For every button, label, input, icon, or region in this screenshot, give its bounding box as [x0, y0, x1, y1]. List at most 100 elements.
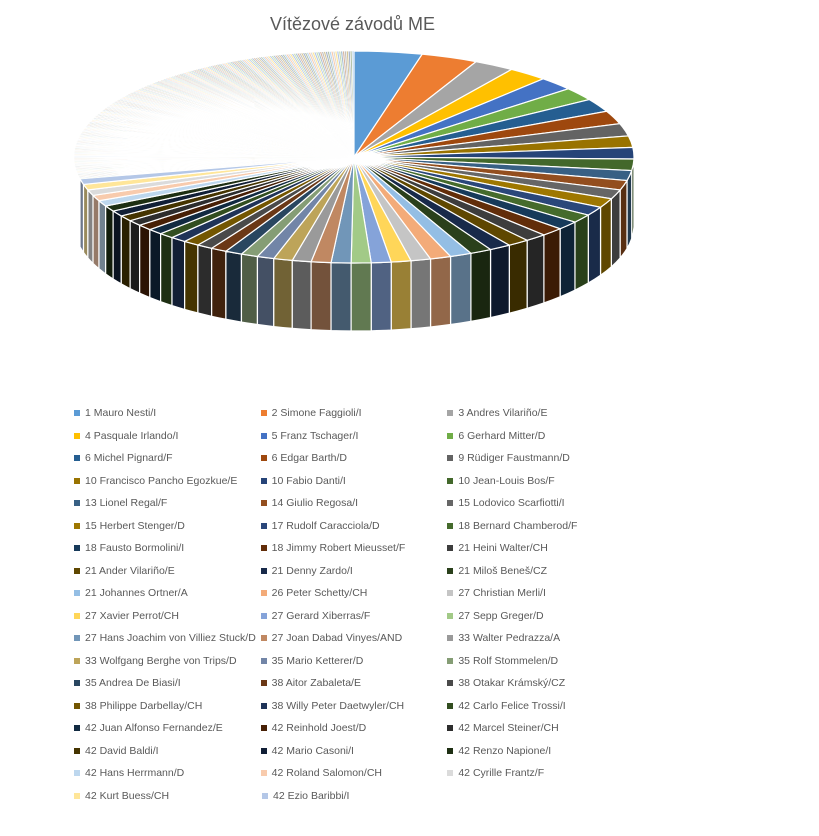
legend-label: 42 Renzo Napione/I: [458, 744, 552, 757]
legend-swatch: [260, 612, 267, 619]
legend-item: 5 Franz Tschager/I: [260, 430, 448, 442]
legend-label: 42 Kurt Buess/CH: [85, 789, 170, 802]
legend-row: 38 Philippe Darbellay/CH 38 Willy Peter D…: [74, 695, 634, 718]
pie-slice-side: [587, 206, 602, 285]
pie-slice-side: [139, 224, 151, 299]
pie-slice-side: [273, 257, 293, 330]
pie-slice-side: [184, 240, 199, 314]
pie-slice-side: [626, 170, 633, 251]
pie-slice-side: [526, 234, 545, 310]
legend-label: 42 Ezio Baribbi/I: [273, 789, 350, 802]
legend-swatch: [447, 477, 454, 484]
legend-swatch: [447, 590, 454, 597]
legend-label: 33 Walter Pedrazza/A: [458, 632, 561, 645]
legend-label: 35 Andrea De Biasi/I: [85, 677, 181, 690]
legend-swatch: [74, 522, 80, 529]
legend-row: 42 Hans Herrmann/D 42 Roland Salomon/CH 42…: [74, 762, 634, 785]
pie-slice-side: [129, 219, 141, 295]
legend-swatch: [447, 522, 454, 529]
pie-slice-side: [105, 204, 114, 281]
legend-swatch: [260, 657, 267, 664]
pie-slice-side: [149, 228, 162, 303]
legend-swatch: [447, 455, 454, 462]
pie-chart: [73, 50, 635, 332]
legend-item: 6 Edgar Barth/D: [260, 452, 448, 464]
legend-label: 42 David Baldi/I: [85, 744, 159, 757]
legend-swatch: [74, 657, 80, 664]
legend-swatch: [447, 770, 454, 777]
legend-row: 10 Francisco Pancho Egozkue/E 10 Fabio Da…: [74, 470, 634, 493]
pie-slice-side: [619, 178, 628, 260]
legend-item: 27 Joan Dabad Vinyes/AND: [260, 632, 448, 644]
legend-item: 42 Hans Herrmann/D: [74, 767, 261, 779]
legend-row: 18 Fausto Bormolini/I 18 Jimmy Robert Mie…: [74, 537, 634, 560]
legend-swatch: [260, 522, 267, 529]
legend-label: 21 Miloš Beneš/CZ: [458, 564, 548, 577]
pie-slice-side: [310, 261, 332, 332]
legend-label: 27 Hans Joachim von Villiez Stuck/D: [85, 632, 256, 645]
legend-item: 42 Mario Casoni/I: [260, 744, 448, 757]
legend-swatch: [74, 612, 80, 619]
legend-item: 6 Gerhard Mitter/D: [447, 430, 634, 442]
pie-slice-side: [160, 232, 173, 307]
pie-slice: [351, 50, 355, 158]
legend-swatch: [74, 500, 80, 507]
legend-row: 1 Mauro Nesti/I 2 Simone Faggioli/I 3 Andr…: [74, 402, 634, 425]
legend-item: 9 Rüdiger Faustmann/D: [447, 452, 634, 464]
legend-label: 42 Hans Herrmann/D: [85, 767, 185, 780]
legend-label: 21 Denny Zardo/I: [271, 564, 353, 577]
legend-label: 42 Mario Casoni/I: [271, 744, 354, 757]
legend-item: 33 Wolfgang Berghe von Trips/D: [74, 655, 261, 667]
legend-swatch: [260, 410, 267, 417]
legend-item: 35 Rolf Stommelen/D: [447, 655, 634, 667]
pie-slice-side: [449, 252, 472, 326]
chart-title: Vítězové závodů ME: [269, 14, 436, 34]
legend-label: 42 Reinhold Joest/D: [271, 722, 367, 735]
legend-row: 33 Wolfgang Berghe von Trips/D 35 Mario K…: [74, 650, 634, 673]
legend-swatch: [447, 432, 454, 439]
legend-label: 35 Mario Ketterer/D: [271, 654, 364, 667]
legend-label: 38 Aitor Zabaleta/E: [271, 677, 361, 690]
pie-slice-side: [120, 214, 131, 290]
pie-slice-side: [82, 182, 89, 260]
legend-row: 21 Johannes Ortner/A 26 Peter Schetty/CH 2…: [74, 582, 634, 605]
pie-slice-side: [470, 248, 492, 323]
legend-item: 33 Walter Pedrazza/A: [447, 632, 634, 644]
legend-label: 15 Lodovico Scarfiotti/I: [458, 497, 565, 510]
legend-item: 27 Sepp Greger/D: [447, 610, 634, 622]
legend-label: 1 Mauro Nesti/I: [85, 407, 157, 420]
legend-label: 27 Sepp Greger/D: [458, 609, 544, 622]
legend-label: 42 Juan Alfonso Fernandez/E: [85, 722, 223, 735]
legend-row: 42 Kurt Buess/CH 42 Ezio Baribbi/I: [74, 785, 634, 808]
legend-row: 35 Andrea De Biasi/I 38 Aitor Zabaleta/E 3…: [74, 672, 634, 695]
legend-label: 6 Gerhard Mitter/D: [458, 429, 546, 442]
legend-item: 18 Fausto Bormolini/I: [74, 542, 261, 554]
legend-swatch: [447, 545, 454, 552]
legend-swatch: [447, 702, 454, 709]
legend-row: 27 Hans Joachim von Villiez Stuck/D 27 Jo…: [74, 627, 634, 650]
legend-row: 42 David Baldi/I 42 Mario Casoni/I 42 Renz…: [74, 740, 634, 763]
legend-item: 26 Peter Schetty/CH: [260, 587, 448, 599]
legend-swatch: [260, 500, 267, 507]
pie-slice-side: [112, 209, 122, 285]
legend-label: 33 Wolfgang Berghe von Trips/D: [85, 654, 237, 667]
legend-item: 4 Pasquale Irlando/I: [74, 430, 261, 442]
legend-item: 21 Ander Vilariño/E: [74, 565, 261, 577]
legend-label: 38 Philippe Darbellay/CH: [85, 699, 203, 712]
legend-item: 42 Marcel Steiner/CH: [447, 722, 634, 734]
pie-slice-side: [350, 262, 372, 332]
legend-label: 18 Fausto Bormolini/I: [85, 542, 185, 555]
legend-item: 18 Bernard Chamberod/F: [447, 520, 634, 532]
legend-item: 6 Michel Pignard/F: [74, 452, 261, 464]
legend-item: 21 Denny Zardo/I: [260, 564, 448, 577]
legend-item: 42 Reinhold Joest/D: [260, 722, 448, 735]
legend-item: 17 Rudolf Caracciola/D: [260, 519, 448, 532]
legend-item: 42 Renzo Napione/I: [447, 745, 634, 757]
legend-item: 27 Hans Joachim von Villiez Stuck/D: [74, 632, 261, 644]
legend-label: 21 Heini Walter/CH: [458, 542, 548, 555]
legend-label: 9 Rüdiger Faustmann/D: [458, 452, 570, 465]
legend-item: 14 Giulio Regosa/I: [260, 497, 448, 509]
legend-row: 27 Xavier Perrot/CH 27 Gerard Xiberras/F 2…: [74, 605, 634, 628]
legend-label: 17 Rudolf Caracciola/D: [271, 519, 380, 532]
legend-label: 21 Johannes Ortner/A: [85, 587, 188, 600]
